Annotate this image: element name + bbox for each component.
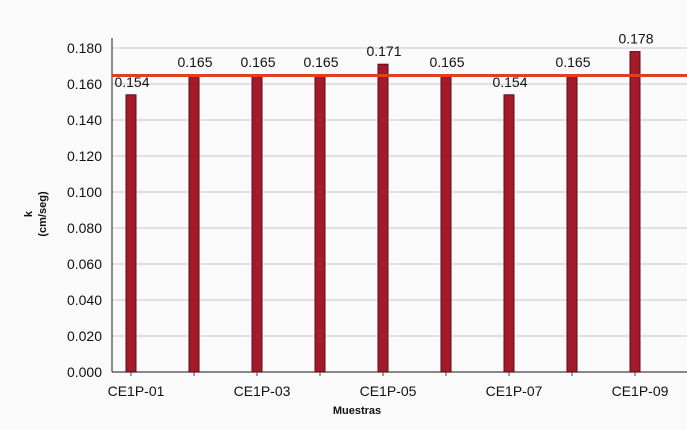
bar: [188, 74, 200, 373]
bar: [251, 74, 263, 373]
data-label: 0.165: [555, 54, 590, 70]
data-label: 0.165: [177, 54, 212, 70]
bar: [314, 74, 326, 373]
data-label: 0.165: [429, 54, 464, 70]
y-tick-label: 0.040: [67, 292, 102, 308]
data-label: 0.154: [492, 74, 527, 90]
data-label: 0.178: [618, 31, 653, 47]
y-tick-label: 0.100: [67, 184, 102, 200]
y-tick-label: 0.000: [67, 364, 102, 380]
y-tick-label: 0.160: [67, 76, 102, 92]
x-tick-label: CE1P-09: [612, 383, 669, 399]
data-label: 0.165: [240, 54, 275, 70]
y-tick-label: 0.020: [67, 328, 102, 344]
x-axis-title: Muestras: [333, 405, 381, 417]
data-labels: 0.154 0.165 0.165 0.165 0.171 0.165 0.154 0.165…: [114, 31, 653, 90]
y-tick-label: 0.180: [67, 40, 102, 56]
y-axis-title: k: [23, 210, 35, 217]
y-tick-label: 0.140: [67, 112, 102, 128]
grid-lines: [112, 47, 687, 337]
bar: [566, 74, 578, 373]
x-tick-label: CE1P-05: [360, 383, 417, 399]
x-axis-ticks: CE1P-01 CE1P-03 CE1P-05 CE1P-07 CE1P-09: [108, 372, 669, 399]
y-tick-label: 0.120: [67, 148, 102, 164]
y-axis-ticks: 0.000 0.020 0.040 0.060 0.080 0.100 0.120 0.140…: [67, 40, 102, 380]
data-label: 0.154: [114, 74, 149, 90]
y-tick-label: 0.080: [67, 220, 102, 236]
bars: [125, 51, 641, 373]
y-axis-unit: (cm/seg): [37, 191, 49, 237]
bar: [503, 94, 515, 373]
x-tick-label: CE1P-07: [486, 383, 543, 399]
bar: [125, 94, 137, 373]
bar: [440, 74, 452, 373]
x-tick-label: CE1P-03: [234, 383, 291, 399]
x-tick-label: CE1P-01: [108, 383, 165, 399]
data-label: 0.165: [303, 54, 338, 70]
y-tick-label: 0.060: [67, 256, 102, 272]
data-label: 0.171: [366, 43, 401, 59]
bar: [377, 63, 389, 373]
bar: [629, 51, 641, 373]
